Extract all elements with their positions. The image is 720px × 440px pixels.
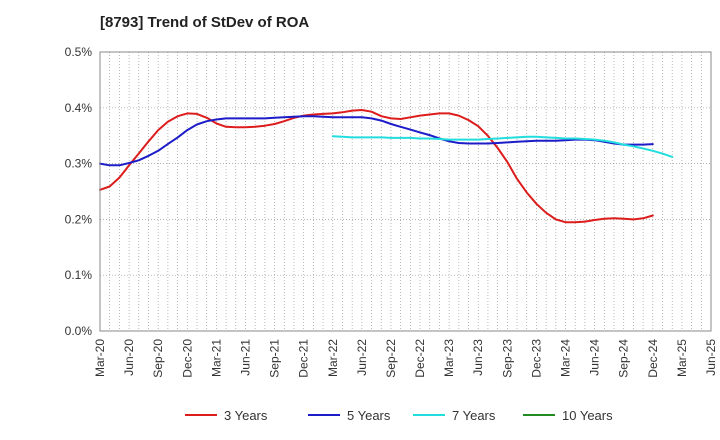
x-axis-ticks: Mar-20 Jun-20 Sep-20 Dec-20 Mar-21 Jun-21 Sep-… <box>93 339 718 378</box>
y-tick-label: 0.4% <box>65 101 93 115</box>
x-tick-label: Dec-20 <box>180 339 194 378</box>
series-line-7-years <box>331 135 674 158</box>
x-tick-label: Mar-20 <box>93 339 107 377</box>
legend-label: 5 Years <box>347 408 391 423</box>
x-tick-label: Mar-24 <box>559 339 573 377</box>
legend-label: 7 Years <box>452 408 496 423</box>
series-line-3-years <box>99 109 654 224</box>
x-tick-label: Mar-22 <box>326 339 340 377</box>
x-tick-label: Jun-21 <box>238 339 252 376</box>
x-tick-label: Dec-22 <box>413 339 427 378</box>
x-tick-label: Jun-20 <box>122 339 136 376</box>
y-tick-label: 0.3% <box>65 157 93 171</box>
y-tick-label: 0.1% <box>65 268 93 282</box>
plot-area <box>100 52 711 331</box>
x-tick-label: Dec-23 <box>529 339 543 378</box>
x-tick-label: Sep-21 <box>268 339 282 378</box>
x-tick-label: Jun-25 <box>704 339 718 376</box>
plot-frame <box>99 51 712 332</box>
x-tick-label: Jun-24 <box>588 339 602 376</box>
x-tick-label: Sep-23 <box>500 339 514 378</box>
x-tick-label: Dec-21 <box>297 339 311 378</box>
x-tick-label: Mar-23 <box>442 339 456 377</box>
legend-label: 10 Years <box>562 408 613 423</box>
y-axis-ticks: 0.0% 0.1% 0.2% 0.3% 0.4% 0.5% <box>65 45 93 338</box>
x-tick-label: Dec-24 <box>646 339 660 378</box>
y-tick-label: 0.0% <box>65 324 93 338</box>
x-tick-label: Mar-21 <box>209 339 223 377</box>
legend: 3 Years 5 Years 7 Years 10 Years <box>185 408 613 423</box>
chart-title: [8793] Trend of StDev of ROA <box>100 14 309 31</box>
y-tick-label: 0.5% <box>65 45 93 59</box>
series-line-5-years <box>99 115 654 167</box>
x-tick-label: Jun-23 <box>471 339 485 376</box>
x-tick-label: Sep-20 <box>151 339 165 378</box>
x-tick-label: Jun-22 <box>355 339 369 376</box>
series-lines <box>99 109 674 224</box>
x-tick-label: Mar-25 <box>675 339 689 377</box>
x-tick-label: Sep-24 <box>617 339 631 378</box>
legend-label: 3 Years <box>224 408 268 423</box>
y-tick-label: 0.2% <box>65 212 93 226</box>
x-tick-label: Sep-22 <box>384 339 398 378</box>
